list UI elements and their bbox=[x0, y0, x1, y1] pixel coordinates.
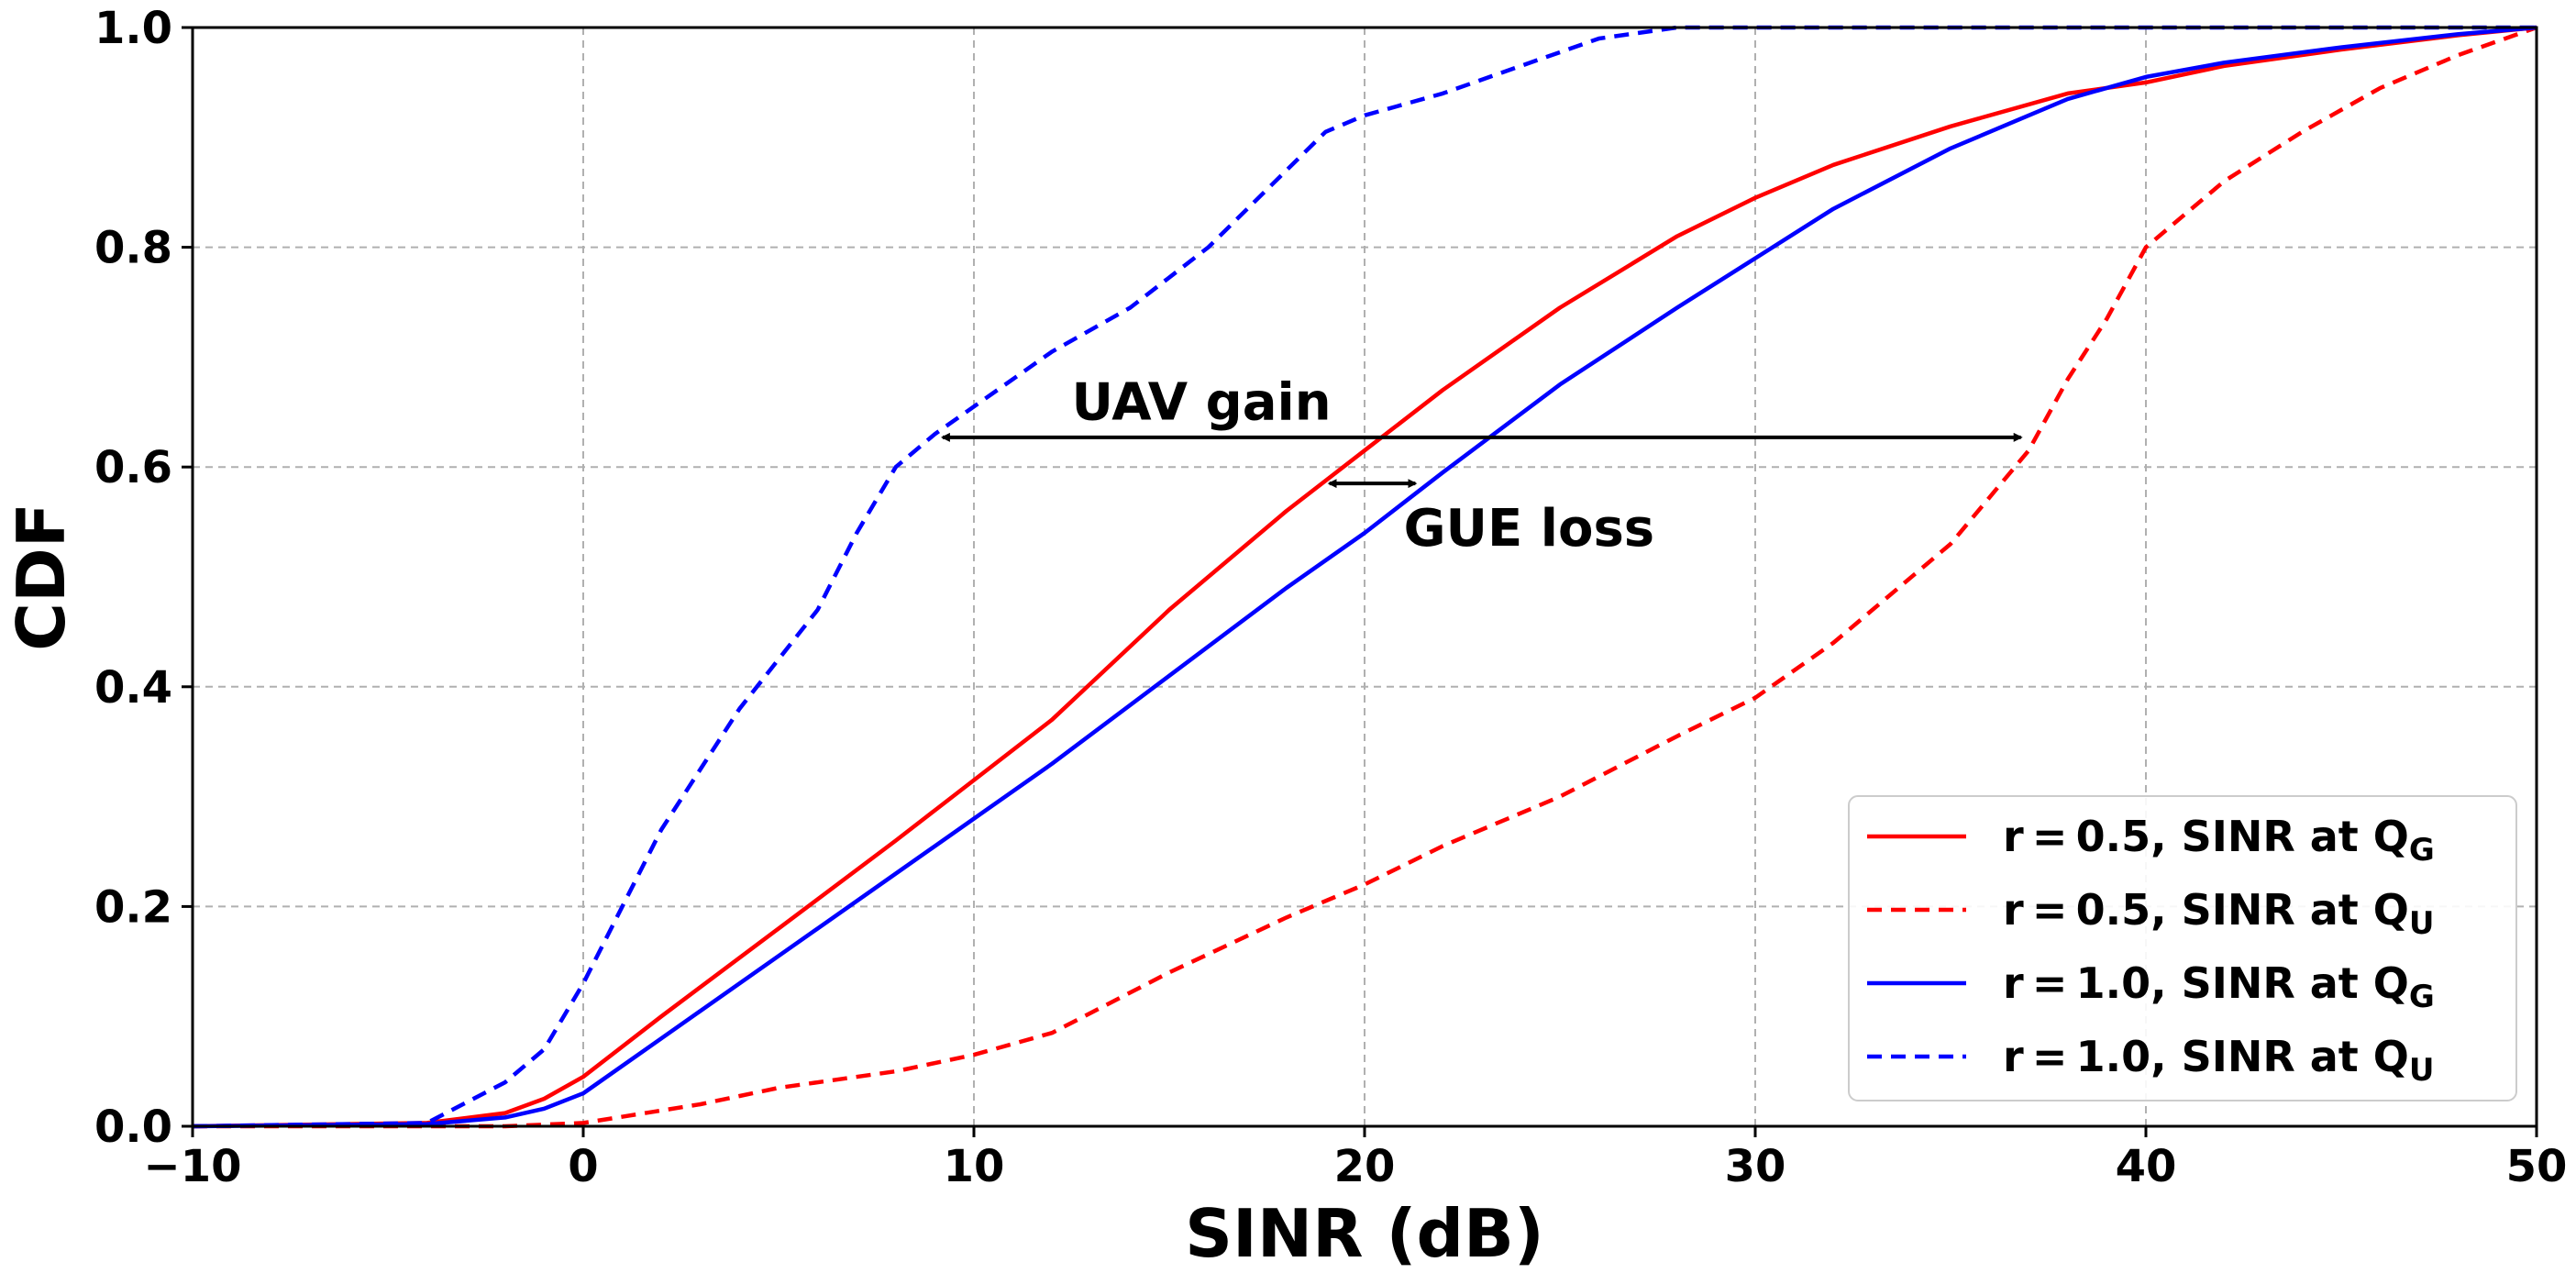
y-tick-label: 0.2 bbox=[94, 881, 172, 933]
legend-label-3: r = 1.0, SINR at QG bbox=[2003, 958, 2435, 1015]
x-tick-label: 0 bbox=[568, 1141, 598, 1192]
legend: r = 0.5, SINR at QG r = 0.5, SINR at QU r … bbox=[1848, 795, 2517, 1101]
x-tick-label: 30 bbox=[1725, 1141, 1786, 1192]
x-tick-label: 20 bbox=[1334, 1141, 1396, 1192]
annotation-label-1: UAV gain bbox=[1072, 372, 1332, 432]
series-line-4 bbox=[192, 25, 2537, 1129]
y-tick-label: 0.6 bbox=[94, 442, 172, 493]
series-line-1 bbox=[192, 25, 2537, 1129]
x-tick-label: 10 bbox=[944, 1141, 1005, 1192]
legend-box bbox=[1848, 795, 2517, 1101]
series-line-3 bbox=[192, 25, 2537, 1129]
series-line-2 bbox=[193, 25, 2537, 1129]
y-axis-title: CDF bbox=[3, 503, 80, 651]
y-tick-label: 0.0 bbox=[94, 1101, 172, 1153]
x-axis-title: SINR (dB) bbox=[1185, 1195, 1544, 1272]
legend-label-1: r = 0.5, SINR at QG bbox=[2003, 812, 2435, 869]
legend-label-4: r = 1.0, SINR at QU bbox=[2003, 1032, 2435, 1089]
y-tick-label: 0.8 bbox=[94, 223, 172, 274]
y-tick-label: 0.4 bbox=[94, 662, 172, 714]
axis-ticks: −10 0 10 20 30 40 50 0.0 0.2 0.4 0.6 0.8 1.0 bbox=[94, 3, 2567, 1192]
x-tick-label: 40 bbox=[2116, 1141, 2177, 1192]
x-tick-label: 50 bbox=[2506, 1141, 2568, 1192]
annotation-label-2: GUE loss bbox=[1404, 499, 1655, 559]
x-tick-label: −10 bbox=[143, 1141, 241, 1192]
plot-lines bbox=[192, 25, 2537, 1129]
legend-label-2: r = 0.5, SINR at QU bbox=[2003, 885, 2435, 942]
annotations: UAV gain GUE loss bbox=[940, 372, 2023, 559]
y-tick-label: 1.0 bbox=[94, 3, 172, 54]
